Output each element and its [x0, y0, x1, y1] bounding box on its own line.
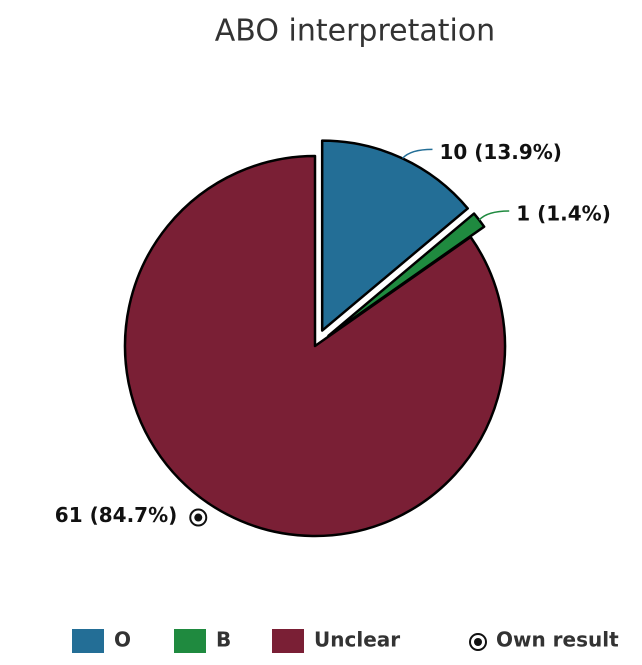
pie-slice	[327, 212, 486, 337]
legend-label: Unclear	[314, 628, 400, 652]
data-label: 10 (13.9%)	[439, 140, 561, 164]
legend-swatch	[272, 629, 304, 653]
leader-line	[478, 210, 510, 221]
legend-label: O	[114, 628, 131, 652]
pie-slice	[320, 139, 469, 332]
chart-title: ABO interpretation	[215, 14, 495, 49]
data-label: 1 (1.4%)	[516, 201, 611, 225]
own-result-dot	[194, 513, 203, 522]
legend-label: Own result	[496, 628, 619, 652]
legend-label: B	[216, 628, 231, 652]
legend-swatch	[72, 629, 104, 653]
data-label: 61 (84.7%)	[55, 503, 177, 527]
own-result-dot	[474, 638, 482, 646]
pie-slice	[123, 154, 507, 538]
leader-line	[401, 148, 433, 159]
legend-swatch	[174, 629, 206, 653]
